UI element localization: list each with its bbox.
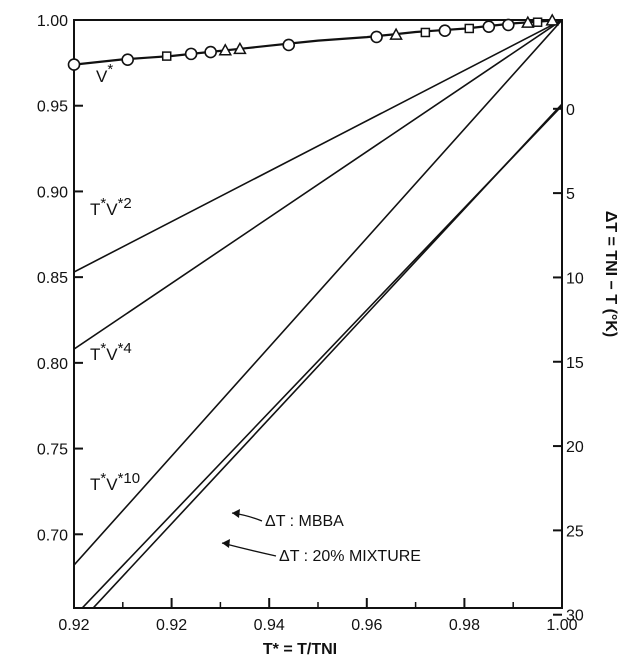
x-axis-title: T* = T/TNI [263, 641, 337, 658]
right-tick-label: 30 [566, 608, 584, 625]
right-tick-label: 25 [566, 523, 584, 540]
curve-labels: V* T*V*2 T*V*4 T*V*10 ΔT : MBBA ΔT : 20% MIXT… [90, 61, 421, 565]
right-tick-label: 15 [566, 355, 584, 372]
x-tick-label: 0.92 [58, 617, 89, 634]
y-tick-label: 0.95 [37, 99, 68, 116]
data-point-circle [121, 53, 134, 66]
x-tick-label: 1.00 [546, 617, 577, 634]
series-layer [74, 20, 562, 608]
series-line [74, 20, 562, 273]
x-tick-label: 0.98 [449, 617, 480, 634]
marker-layer [67, 13, 560, 71]
x-tick-label: 0.92 [156, 617, 187, 634]
series-line [74, 20, 562, 66]
data-point-triangle [218, 43, 233, 56]
x-tick-label: 0.94 [254, 617, 285, 634]
data-point-circle [282, 38, 296, 52]
series-line [92, 103, 562, 608]
right-tick-label: 20 [566, 439, 584, 456]
data-point-triangle [545, 13, 560, 26]
data-point-circle [370, 30, 383, 44]
right-tick-label: 0 [566, 102, 575, 119]
data-point-square [532, 17, 543, 27]
annotation-arrowhead [232, 509, 240, 518]
series-line [74, 20, 562, 350]
label-dt-mbba: ΔT : MBBA [265, 513, 344, 530]
y-tick-label: 0.85 [37, 270, 68, 287]
right-tick-label: 5 [566, 186, 575, 203]
data-point-circle [438, 24, 452, 37]
data-point-circle [184, 47, 198, 61]
y-tick-label: 0.75 [37, 442, 68, 459]
data-point-triangle [521, 15, 535, 28]
right-tick-label: 10 [566, 270, 584, 287]
annotation-arrowhead [222, 539, 230, 548]
series-line [74, 20, 562, 566]
data-point-triangle [389, 27, 403, 40]
label-tv4: T*V*4 [90, 340, 132, 364]
y-axis-ticks: 1.00 0.95 0.90 0.85 0.80 0.75 0.70 [37, 13, 83, 544]
data-point-circle [67, 58, 81, 71]
label-tv10: T*V*10 [90, 470, 140, 494]
x-axis-ticks: 0.92 0.92 0.94 0.96 0.98 1.00 [58, 598, 578, 634]
label-v-star: V* [96, 61, 113, 86]
y-tick-label: 1.00 [37, 13, 68, 30]
right-axis-ticks: 0 5 10 15 20 25 30 [553, 102, 584, 625]
label-dt-mixture: ΔT : 20% MIXTURE [279, 548, 421, 565]
y-tick-label: 0.80 [37, 356, 68, 373]
data-point-square [464, 23, 475, 34]
data-point-square [420, 27, 431, 38]
annotation-leader [221, 542, 277, 557]
right-axis-title: ΔT = TNI − T (°K) [602, 211, 619, 337]
y-tick-label: 0.70 [37, 527, 68, 544]
x-tick-label: 0.96 [351, 617, 382, 634]
data-point-triangle [233, 41, 247, 55]
y-tick-label: 0.90 [37, 184, 68, 201]
data-point-circle [204, 45, 217, 59]
label-tv2: T*V*2 [90, 195, 132, 219]
data-point-square [161, 51, 172, 61]
data-point-circle [502, 18, 515, 32]
data-point-circle [482, 20, 496, 33]
